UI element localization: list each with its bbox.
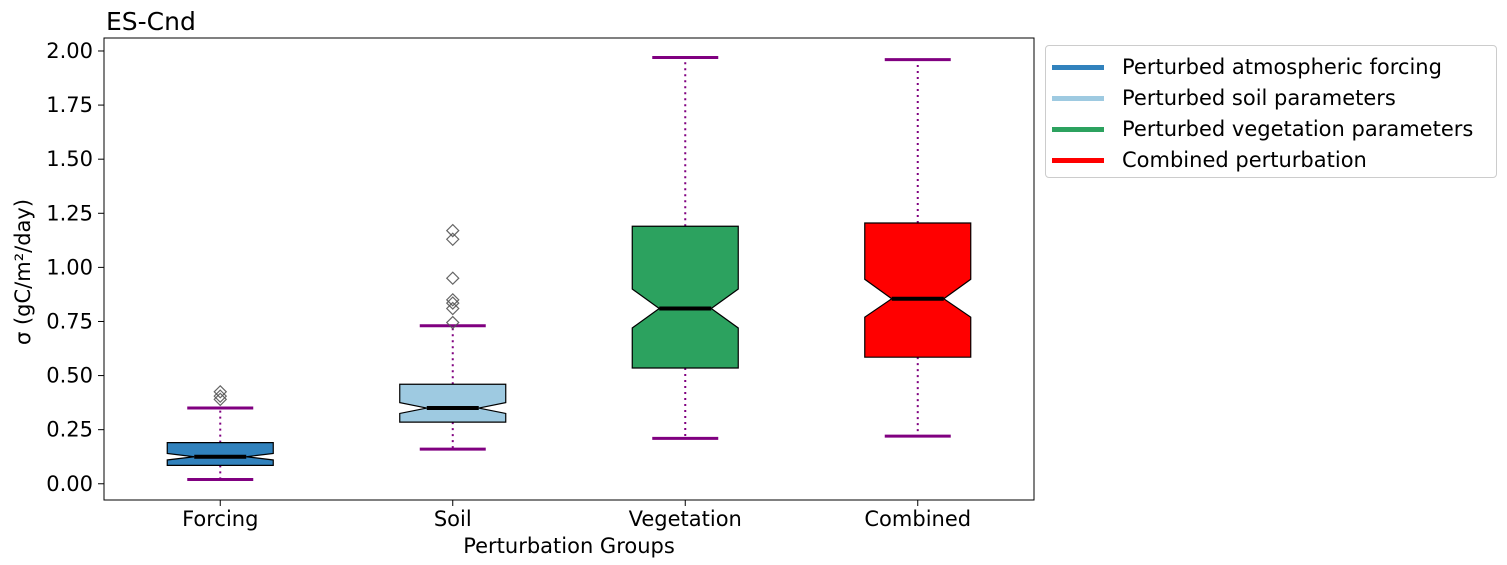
legend-label: Perturbed vegetation parameters bbox=[1122, 117, 1474, 141]
y-tick-label: 0.00 bbox=[46, 472, 93, 496]
x-tick-label: Soil bbox=[434, 507, 472, 531]
y-tick-label: 0.50 bbox=[46, 364, 93, 388]
legend-label: Perturbed atmospheric forcing bbox=[1122, 55, 1442, 79]
x-tick-label: Vegetation bbox=[629, 507, 742, 531]
flier-point bbox=[213, 384, 228, 399]
box-body bbox=[166, 442, 274, 466]
box-body bbox=[631, 225, 739, 369]
y-axis-label: σ (gC/m²/day) bbox=[11, 199, 35, 345]
flier-point bbox=[445, 315, 460, 330]
flier-point bbox=[445, 223, 460, 238]
plot-frame bbox=[103, 37, 1035, 501]
y-tick-label: 0.75 bbox=[46, 309, 93, 333]
legend-item: Perturbed vegetation parameters bbox=[1052, 114, 1473, 144]
legend-item: Combined perturbation bbox=[1052, 145, 1367, 175]
flier-point bbox=[445, 292, 460, 307]
x-axis-label: Perturbation Groups bbox=[463, 534, 675, 558]
legend-item: Perturbed soil parameters bbox=[1052, 83, 1396, 113]
y-tick-label: 0.25 bbox=[46, 418, 93, 442]
x-tick-label: Forcing bbox=[182, 507, 258, 531]
chart-title: ES-Cnd bbox=[106, 7, 196, 36]
legend-item: Perturbed atmospheric forcing bbox=[1052, 52, 1442, 82]
y-tick-label: 1.25 bbox=[46, 201, 93, 225]
plot-area bbox=[103, 37, 1035, 501]
legend-label: Combined perturbation bbox=[1122, 148, 1367, 172]
legend-swatch bbox=[1052, 64, 1104, 70]
flier-point bbox=[445, 271, 460, 286]
box-body bbox=[399, 383, 507, 423]
box-body bbox=[864, 222, 972, 358]
y-tick-label: 1.75 bbox=[46, 93, 93, 117]
legend-swatch bbox=[1052, 95, 1104, 101]
flier-point bbox=[445, 301, 460, 316]
y-axis: 0.00 0.25 0.50 0.75 1.00 1.25 1.50 1.75 2.00 bbox=[46, 39, 104, 496]
y-tick-label: 1.50 bbox=[46, 147, 93, 171]
x-axis: Forcing Soil Vegetation Combined bbox=[182, 500, 971, 531]
box-forcing bbox=[166, 384, 274, 481]
box-soil bbox=[399, 223, 507, 451]
legend-swatch bbox=[1052, 157, 1104, 163]
legend: Perturbed atmospheric forcing Perturbed s… bbox=[1045, 45, 1497, 178]
legend-label: Perturbed soil parameters bbox=[1122, 86, 1396, 110]
x-tick-label: Combined bbox=[864, 507, 971, 531]
flier-point bbox=[445, 232, 460, 247]
y-tick-label: 1.00 bbox=[46, 255, 93, 279]
y-tick-label: 2.00 bbox=[46, 39, 93, 63]
box-vegetation bbox=[631, 55, 739, 440]
box-combined bbox=[864, 58, 972, 438]
legend-swatch bbox=[1052, 126, 1104, 132]
